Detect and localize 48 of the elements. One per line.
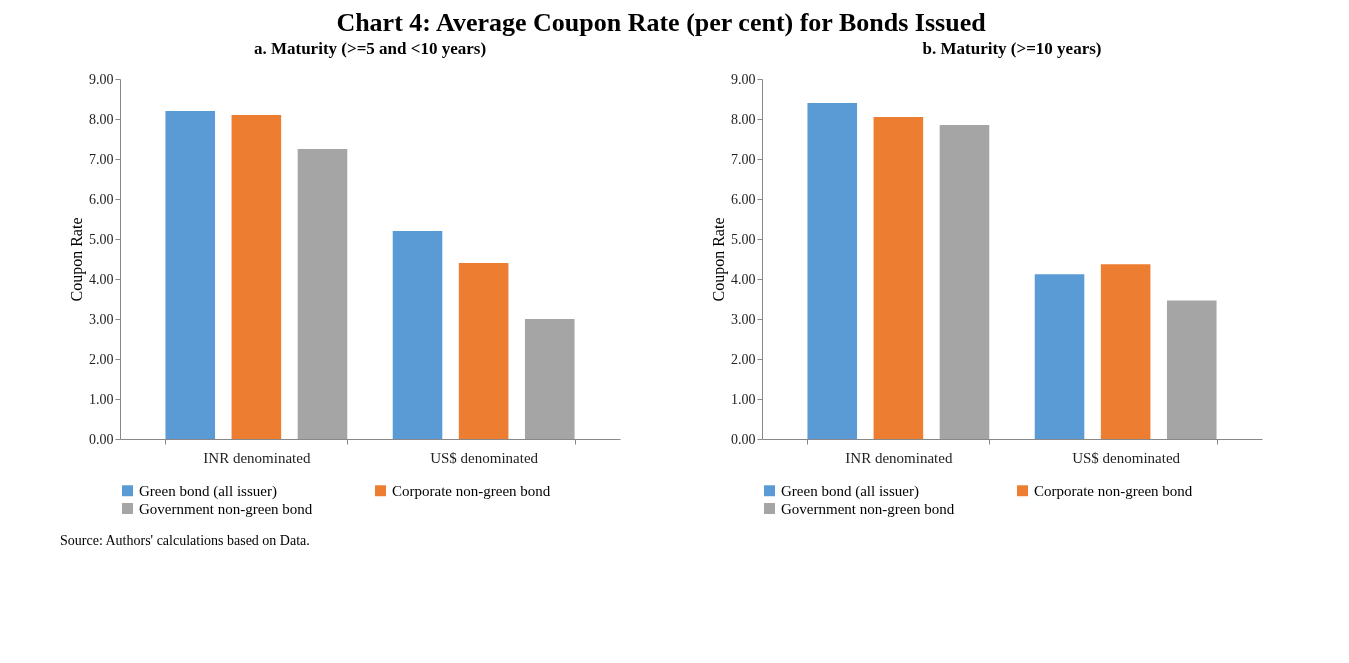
y-tick-label: 3.00: [89, 311, 114, 327]
bar: [807, 103, 858, 439]
y-tick-label: 0.00: [731, 431, 756, 447]
bar: [1034, 274, 1085, 439]
x-tick-label: US$ denominated: [1072, 449, 1181, 466]
chart-title: Chart 4: Average Coupon Rate (per cent) for Bonds Issued: [336, 8, 987, 37]
chart-subtitle: b. Maturity (>=10 years): [922, 39, 1102, 58]
bar: [524, 319, 575, 439]
x-tick-label: INR denominated: [845, 449, 953, 466]
legend-label: Green bond (all issuer): [781, 482, 919, 500]
y-tick-label: 0.00: [89, 431, 114, 447]
bar: [392, 231, 443, 439]
y-tick-label: 5.00: [731, 231, 756, 247]
legend-label: Government non-green bond: [139, 500, 313, 517]
bar: [1166, 300, 1217, 439]
source-note: Source: Authors' calculations based on Data.: [60, 533, 310, 548]
legend-label: Green bond (all issuer): [139, 482, 277, 500]
y-tick-label: 5.00: [89, 231, 114, 247]
bar: [873, 117, 924, 439]
bar: [939, 125, 990, 439]
bar: [231, 115, 282, 439]
legend-label: Government non-green bond: [781, 500, 955, 517]
y-tick-label: 4.00: [89, 271, 114, 287]
y-tick-label: 7.00: [89, 151, 114, 167]
bar: [297, 149, 348, 439]
y-tick-label: 2.00: [89, 351, 114, 367]
y-tick-label: 1.00: [731, 391, 756, 407]
y-tick-label: 7.00: [731, 151, 756, 167]
y-tick-label: 6.00: [731, 191, 756, 207]
x-tick-label: INR denominated: [203, 449, 311, 466]
y-tick-label: 9.00: [731, 71, 756, 87]
y-tick-label: 3.00: [731, 311, 756, 327]
y-tick-label: 1.00: [89, 391, 114, 407]
bar: [1100, 264, 1151, 439]
y-axis-title: Coupon Rate: [710, 217, 728, 302]
legend-label: Corporate non-green bond: [392, 482, 551, 499]
chart-subtitle: a. Maturity (>=5 and <10 years): [253, 39, 487, 58]
y-tick-label: 4.00: [731, 271, 756, 287]
y-tick-label: 8.00: [89, 111, 114, 127]
bar: [458, 263, 509, 439]
x-tick-label: US$ denominated: [430, 449, 539, 466]
y-tick-label: 2.00: [731, 351, 756, 367]
y-tick-label: 9.00: [89, 71, 114, 87]
y-tick-label: 6.00: [89, 191, 114, 207]
bar: [165, 111, 216, 439]
legend-label: Corporate non-green bond: [1034, 482, 1193, 499]
y-tick-label: 8.00: [731, 111, 756, 127]
y-axis-title: Coupon Rate: [68, 217, 86, 302]
